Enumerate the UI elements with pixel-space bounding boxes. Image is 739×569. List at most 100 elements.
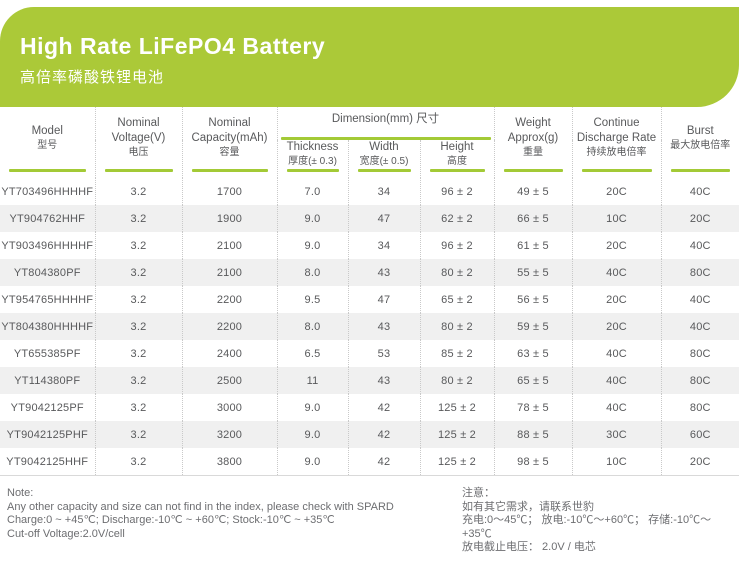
col-header-discharge: Continue Discharge Rate 持续放电倍率 (571, 107, 662, 179)
col-header-thickness: Thickness 厚度(± 0.3) (276, 140, 348, 179)
cell-discharge-rate: 40C (571, 367, 662, 395)
header-underline (429, 169, 485, 173)
note-chinese: 注意： 如有其它需求，请联系世豹 充电:0～45℃； 放电:-10℃～+60℃；… (462, 487, 737, 555)
cell-capacity: 2400 (181, 340, 277, 368)
cell-voltage: 3.2 (94, 421, 182, 449)
cell-height: 96 ± 2 (419, 232, 495, 260)
col-header-dimension-label: Dimension(mm) 尺寸 (331, 113, 440, 126)
cell-discharge-rate: 10C (571, 448, 662, 476)
col-header-dimension-group: Dimension(mm) 尺寸 (276, 107, 495, 140)
cell-weight: 63 ± 5 (493, 340, 573, 368)
note-line: Cut-off Voltage:2.0V/cell (7, 527, 125, 540)
cell-height: 96 ± 2 (419, 178, 495, 206)
table-row: YT9042125HHF 3.2 3800 9.0 42 125 ± 2 98 … (0, 448, 739, 476)
cell-height: 125 ± 2 (419, 421, 495, 449)
banner: High Rate LiFePO4 Battery 高倍率磷酸铁锂电池 (0, 7, 739, 107)
cell-burst: 40C (660, 178, 739, 206)
cell-voltage: 3.2 (94, 286, 182, 314)
col-header-width-en: Width (369, 141, 399, 153)
table-row: YT703496HHHHF 3.2 1700 7.0 34 96 ± 2 49 … (0, 178, 739, 206)
cell-height: 62 ± 2 (419, 205, 495, 233)
cell-burst: 80C (660, 340, 739, 368)
table-row: YT903496HHHHF 3.2 2100 9.0 34 96 ± 2 61 … (0, 232, 739, 260)
cell-weight: 61 ± 5 (493, 232, 573, 260)
table-row: YT804380PF 3.2 2100 8.0 43 80 ± 2 55 ± 5… (0, 259, 739, 287)
note-line: Charge:0 ~ +45℃; Discharge:-10℃ ~ +60℃; … (7, 514, 335, 526)
cell-weight: 98 ± 5 (493, 448, 573, 476)
cell-height: 80 ± 2 (419, 259, 495, 287)
cell-width: 47 (347, 286, 420, 314)
col-header-width: Width 宽度(± 0.5) (347, 140, 420, 179)
page-title: High Rate LiFePO4 Battery (20, 33, 326, 59)
table-row: YT954765HHHHF 3.2 2200 9.5 47 65 ± 2 56 … (0, 286, 739, 314)
cell-discharge-rate: 20C (571, 178, 662, 206)
cell-thickness: 6.5 (276, 340, 348, 368)
col-header-thickness-en: Thickness (286, 141, 339, 153)
cell-thickness: 8.0 (276, 313, 348, 341)
header-underline (503, 169, 563, 173)
col-header-capacity-zh: 容量 (219, 147, 240, 159)
cell-capacity: 2200 (181, 313, 277, 341)
cell-model: YT804380PF (13, 266, 81, 279)
cell-burst: 60C (660, 421, 739, 449)
note-line: 放电截止电压： 2.0V / 电芯 (462, 541, 596, 553)
cell-weight: 65 ± 5 (493, 367, 573, 395)
cell-voltage: 3.2 (94, 259, 182, 287)
cell-burst: 40C (660, 286, 739, 314)
cell-height: 80 ± 2 (419, 313, 495, 341)
header-underline (670, 169, 731, 173)
cell-capacity: 3800 (181, 448, 277, 476)
col-header-height-en: Height (440, 141, 474, 153)
spec-table: Model 型号 Nominal Voltage(V) 电压 Nominal C… (0, 107, 739, 476)
cell-burst: 20C (660, 448, 739, 476)
spec-table-head: Model 型号 Nominal Voltage(V) 电压 Nominal C… (0, 107, 739, 179)
cell-weight: 55 ± 5 (493, 259, 573, 287)
col-header-capacity: Nominal Capacity(mAh) 容量 (181, 107, 277, 179)
cell-height: 125 ± 2 (419, 448, 495, 476)
cell-model: YT114380PF (14, 374, 81, 387)
cell-voltage: 3.2 (94, 394, 182, 422)
col-header-width-zh: 宽度(± 0.5) (359, 156, 409, 168)
cell-discharge-rate: 40C (571, 340, 662, 368)
cell-thickness: 9.0 (276, 394, 348, 422)
cell-width: 43 (347, 259, 420, 287)
cell-voltage: 3.2 (94, 232, 182, 260)
header-underline (9, 169, 86, 173)
cell-burst: 20C (660, 205, 739, 233)
cell-width: 42 (347, 448, 420, 476)
cell-thickness: 9.5 (276, 286, 348, 314)
cell-weight: 59 ± 5 (493, 313, 573, 341)
header-underline (286, 169, 339, 173)
header-underline (357, 169, 411, 173)
cell-discharge-rate: 40C (571, 259, 662, 287)
cell-height: 65 ± 2 (419, 286, 495, 314)
col-header-model: Model 型号 (0, 107, 95, 178)
header-underline (104, 169, 173, 173)
cell-model: YT655385PF (13, 347, 81, 360)
cell-burst: 80C (660, 259, 739, 287)
cell-model: YT9042125HHF (6, 455, 89, 468)
table-row: YT9042125PF 3.2 3000 9.0 42 125 ± 2 78 ±… (0, 394, 739, 422)
cell-weight: 66 ± 5 (493, 205, 573, 233)
note-line: 充电:0～45℃； 放电:-10℃～+60℃； 存储:-10℃～+35℃ (462, 514, 712, 540)
cell-discharge-rate: 20C (571, 232, 662, 260)
cell-thickness: 9.0 (276, 448, 348, 476)
cell-weight: 78 ± 5 (493, 394, 573, 422)
cell-height: 80 ± 2 (419, 367, 495, 395)
cell-voltage: 3.2 (94, 205, 182, 233)
cell-model: YT9042125PHF (6, 428, 88, 441)
note-line: 注意： (462, 487, 495, 499)
cell-burst: 40C (660, 313, 739, 341)
col-header-height-zh: 高度 (447, 156, 467, 168)
page-subtitle: 高倍率磷酸铁锂电池 (20, 68, 165, 86)
table-row: YT114380PF 3.2 2500 11 43 80 ± 2 65 ± 5 … (0, 367, 739, 395)
cell-width: 53 (347, 340, 420, 368)
cell-width: 47 (347, 205, 420, 233)
header-underline (581, 169, 652, 173)
cell-burst: 40C (660, 232, 739, 260)
table-row: YT9042125PHF 3.2 3200 9.0 42 125 ± 2 88 … (0, 421, 739, 449)
col-header-weight-en: Weight Approx(g) (507, 117, 559, 144)
col-header-burst-zh: 最大放电倍率 (670, 139, 731, 151)
spec-table-body: YT703496HHHHF 3.2 1700 7.0 34 96 ± 2 49 … (0, 178, 739, 476)
cell-discharge-rate: 20C (571, 313, 662, 341)
